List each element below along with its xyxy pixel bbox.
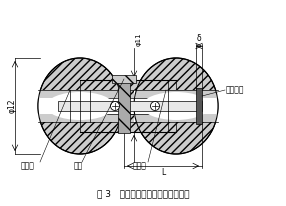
Bar: [134, 90, 218, 122]
Text: 工作膜片: 工作膜片: [226, 85, 245, 95]
Text: 左阀体: 左阀体: [21, 162, 35, 171]
Ellipse shape: [46, 92, 114, 120]
Bar: [196, 88, 202, 124]
Bar: [80, 80, 176, 98]
Text: L: L: [161, 168, 165, 177]
Ellipse shape: [142, 92, 210, 120]
Circle shape: [150, 102, 160, 110]
Text: φ12: φ12: [7, 99, 17, 113]
Bar: [118, 79, 130, 133]
Bar: [38, 98, 218, 114]
Bar: [40, 90, 120, 98]
Ellipse shape: [38, 58, 122, 154]
Text: φ11: φ11: [136, 32, 142, 46]
Text: δ: δ: [197, 34, 201, 43]
Bar: [58, 101, 202, 111]
Text: 图 3   电动瓶头阀中闸刀和工作膜片: 图 3 电动瓶头阀中闸刀和工作膜片: [97, 190, 189, 199]
Bar: [136, 114, 216, 122]
Circle shape: [110, 102, 120, 110]
Ellipse shape: [134, 58, 218, 154]
Text: 闸刀: 闸刀: [74, 162, 83, 171]
Bar: [112, 75, 136, 83]
Bar: [38, 90, 122, 122]
Bar: [40, 114, 120, 122]
Text: 右阀体: 右阀体: [133, 162, 147, 171]
Bar: [80, 114, 176, 132]
Bar: [136, 90, 216, 98]
